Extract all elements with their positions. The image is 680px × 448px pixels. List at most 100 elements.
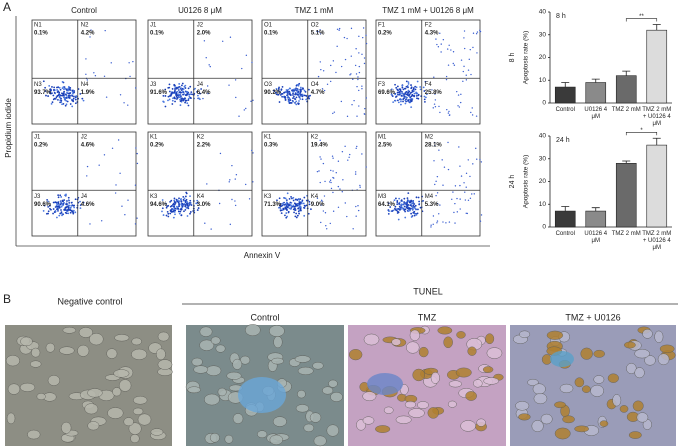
- event-dot: [401, 95, 403, 97]
- event-dot: [442, 221, 444, 223]
- x-tick-label: TMZ 2 mM + U0126 4 μM: [642, 231, 672, 251]
- event-dot: [165, 202, 167, 205]
- event-dot: [171, 103, 174, 105]
- event-dot: [168, 98, 171, 101]
- event-dot: [463, 47, 466, 50]
- event-dot: [298, 95, 301, 98]
- event-dot: [410, 84, 412, 86]
- event-dot: [316, 197, 319, 199]
- event-dot: [85, 73, 87, 76]
- event-dot: [405, 206, 408, 209]
- event-dot: [168, 83, 171, 86]
- event-dot: [413, 95, 415, 97]
- cell: [87, 388, 103, 398]
- event-dot: [56, 203, 59, 205]
- event-dot: [62, 103, 65, 105]
- cell: [383, 406, 394, 414]
- event-dot: [72, 212, 75, 215]
- quadrant-value: 90.6%: [34, 202, 52, 208]
- quadrant-value: 4.6%: [81, 202, 95, 208]
- event-dot: [435, 38, 437, 40]
- event-dot: [293, 95, 295, 98]
- event-dot: [401, 207, 404, 209]
- cell: [31, 347, 41, 358]
- event-dot: [294, 101, 296, 104]
- quadrant-name: F2: [425, 23, 433, 29]
- event-dot: [321, 88, 324, 90]
- error-bar: [622, 70, 631, 76]
- event-dot: [396, 208, 399, 211]
- event-dot: [50, 102, 53, 105]
- event-dot: [177, 95, 180, 97]
- image-caption: Control: [250, 312, 279, 322]
- event-dot: [395, 86, 398, 89]
- event-dot: [361, 153, 363, 155]
- event-dot: [65, 88, 68, 91]
- event-dot: [351, 104, 353, 106]
- significance-bracket: [625, 18, 658, 22]
- event-dot: [332, 112, 334, 115]
- event-dot: [292, 92, 294, 95]
- event-dot: [330, 187, 333, 190]
- event-dot: [365, 166, 367, 168]
- event-dot: [412, 88, 415, 91]
- event-dot: [173, 97, 176, 100]
- event-dot: [410, 212, 413, 215]
- event-dot: [416, 80, 419, 83]
- event-dot: [413, 214, 416, 217]
- event-dot: [301, 93, 304, 96]
- event-dot: [290, 195, 292, 198]
- event-dot: [346, 115, 349, 118]
- event-dot: [63, 94, 65, 97]
- bar: [615, 75, 637, 104]
- event-dot: [395, 197, 397, 200]
- cell: [330, 391, 343, 402]
- event-dot: [286, 206, 289, 209]
- event-dot: [299, 206, 301, 209]
- event-dot: [63, 97, 66, 100]
- event-dot: [44, 90, 47, 93]
- event-dot: [57, 98, 59, 101]
- event-dot: [292, 100, 295, 103]
- event-dot: [417, 94, 420, 97]
- event-dot: [177, 89, 180, 91]
- event-dot: [56, 216, 58, 219]
- event-dot: [394, 93, 397, 96]
- event-dot: [435, 180, 437, 183]
- event-dot: [448, 221, 451, 223]
- cell: [328, 379, 338, 388]
- event-dot: [434, 183, 436, 186]
- event-dot: [452, 51, 455, 53]
- event-dot: [186, 102, 189, 105]
- cell: [636, 412, 649, 423]
- event-dot: [394, 96, 397, 98]
- cell: [574, 377, 585, 388]
- event-dot: [176, 205, 178, 208]
- event-dot: [295, 216, 298, 219]
- event-dot: [401, 86, 404, 89]
- stained-cluster: [367, 373, 403, 395]
- event-dot: [47, 205, 50, 208]
- cell: [486, 347, 503, 359]
- event-dot: [235, 96, 237, 99]
- event-dot: [59, 88, 62, 91]
- event-dot: [172, 210, 174, 213]
- cell: [297, 389, 306, 399]
- event-dot: [305, 199, 308, 202]
- event-dot: [439, 204, 441, 206]
- event-dot: [181, 202, 184, 205]
- event-dot: [357, 205, 359, 207]
- event-dot: [59, 194, 62, 197]
- event-dot: [188, 202, 191, 204]
- event-dot: [51, 101, 54, 104]
- event-dot: [291, 89, 293, 92]
- event-dot: [56, 95, 59, 97]
- event-dot: [185, 198, 188, 201]
- chart-side-title: 24 h: [509, 175, 516, 189]
- event-dot: [202, 97, 204, 100]
- event-dot: [336, 45, 338, 48]
- cell: [485, 333, 495, 345]
- error-bar: [652, 24, 661, 31]
- event-dot: [479, 29, 481, 32]
